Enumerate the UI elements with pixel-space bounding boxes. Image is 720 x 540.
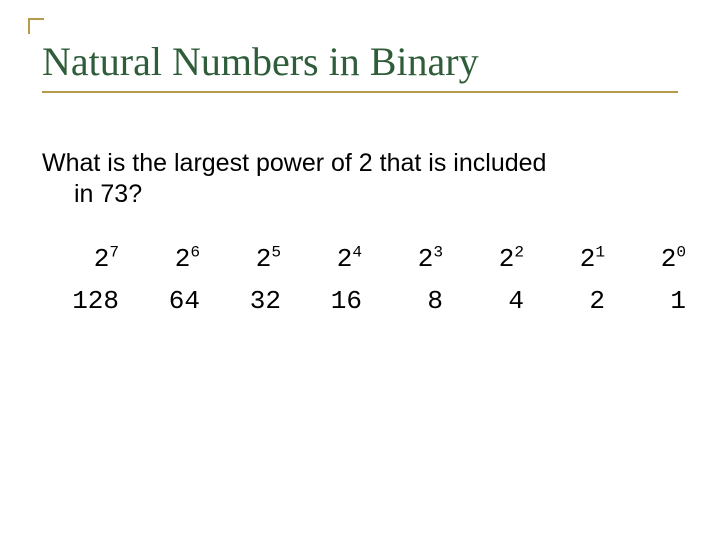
corner-accent <box>28 18 44 34</box>
power-cell: 20 <box>609 238 690 280</box>
title-underline <box>42 91 678 93</box>
question-line-1: What is the largest power of 2 that is i… <box>42 148 678 179</box>
value-cell: 8 <box>366 280 447 322</box>
power-cell: 24 <box>285 238 366 280</box>
power-cell: 22 <box>447 238 528 280</box>
power-cell: 23 <box>366 238 447 280</box>
power-cell: 21 <box>528 238 609 280</box>
value-cell: 4 <box>447 280 528 322</box>
power-cell: 27 <box>42 238 123 280</box>
value-cell: 128 <box>42 280 123 322</box>
value-cell: 64 <box>123 280 204 322</box>
table-row-values: 128 64 32 16 8 4 2 1 <box>42 280 690 322</box>
value-cell: 16 <box>285 280 366 322</box>
slide: Natural Numbers in Binary What is the la… <box>0 0 720 540</box>
title-block: Natural Numbers in Binary <box>42 38 678 93</box>
powers-table-area: 27 26 25 24 23 22 21 20 128 64 32 16 8 4… <box>42 238 690 322</box>
question-text: What is the largest power of 2 that is i… <box>42 148 678 211</box>
value-cell: 1 <box>609 280 690 322</box>
power-cell: 26 <box>123 238 204 280</box>
question-line-2: in 73? <box>42 179 678 210</box>
table-row-exponents: 27 26 25 24 23 22 21 20 <box>42 238 690 280</box>
power-cell: 25 <box>204 238 285 280</box>
powers-table: 27 26 25 24 23 22 21 20 128 64 32 16 8 4… <box>42 238 690 322</box>
slide-title: Natural Numbers in Binary <box>42 38 678 85</box>
value-cell: 32 <box>204 280 285 322</box>
value-cell: 2 <box>528 280 609 322</box>
